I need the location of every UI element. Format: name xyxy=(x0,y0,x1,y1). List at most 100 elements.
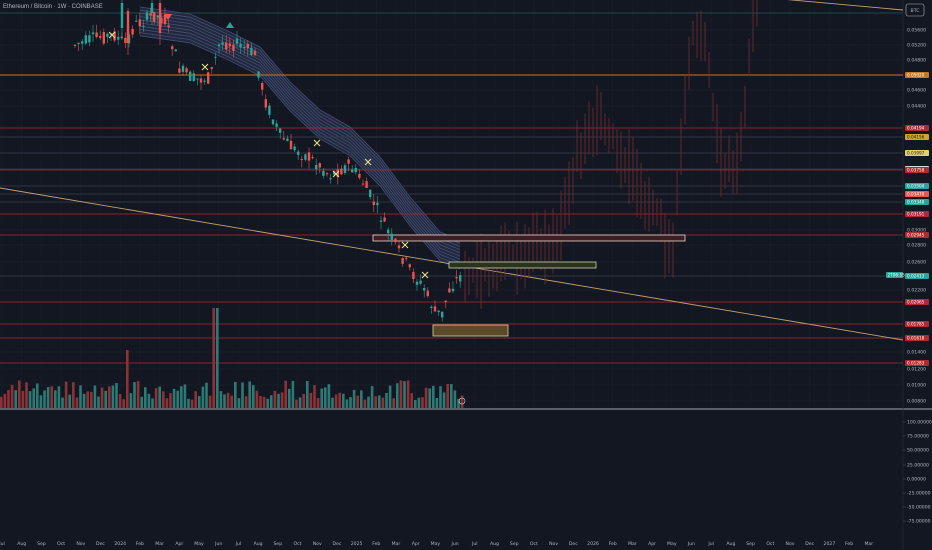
candle-body xyxy=(196,78,199,80)
volume-bar xyxy=(392,398,395,408)
volume-bar xyxy=(421,397,424,408)
price-tick-label: 0.01000 xyxy=(907,383,926,389)
ribbon-line xyxy=(139,16,461,250)
time-tick-label: Feb xyxy=(372,541,380,547)
candle-body xyxy=(225,42,228,50)
signal-cross xyxy=(364,158,372,166)
ribbon-line xyxy=(139,22,461,257)
level-badge-label: 0.03191 xyxy=(907,212,925,217)
candle-body xyxy=(268,105,271,115)
candle-body xyxy=(250,47,253,55)
level-badge xyxy=(905,191,929,197)
candle-body xyxy=(221,42,224,45)
volume-bar xyxy=(79,385,82,408)
ribbon-line xyxy=(139,25,461,260)
volume-bar xyxy=(277,393,280,408)
level-badge xyxy=(905,134,929,140)
candle-body xyxy=(318,163,321,168)
volume-bar xyxy=(230,395,233,408)
volume-bar xyxy=(417,397,421,408)
level-badge-label: 0.03348 xyxy=(907,200,925,205)
volume-bar xyxy=(295,399,298,408)
candle-body xyxy=(95,32,98,37)
candle-body xyxy=(261,82,264,90)
time-tick-label: Dec xyxy=(805,541,814,547)
volume-bar xyxy=(169,393,172,408)
level-badge-label: 0.02413 xyxy=(907,274,925,279)
time-tick-label: Aug xyxy=(490,541,499,547)
volume-bar xyxy=(385,392,388,408)
time-tick-label: May xyxy=(431,541,441,547)
volume-bar xyxy=(18,380,21,408)
candle-body xyxy=(203,80,206,82)
level-badge-label: 0.02065 xyxy=(907,300,925,305)
candle-body xyxy=(257,71,260,78)
price-tick-label: 0.02200 xyxy=(907,288,926,294)
candle-body xyxy=(455,277,458,279)
volume-bar xyxy=(457,398,460,408)
price-axis[interactable]: 0.05600 0.05200 0.04800 0.04600 0.04400 0.030… xyxy=(886,3,929,405)
oscillator-pane: 100.00000 75.00000 50.00000 25.00000 0.00000… xyxy=(903,420,932,525)
volume-bar xyxy=(316,398,320,408)
volume-bar xyxy=(453,390,457,408)
volume-bar xyxy=(349,397,352,408)
volume-bar xyxy=(140,396,143,408)
volume-bar xyxy=(273,390,277,408)
ribbon-line xyxy=(139,9,461,244)
candle-body xyxy=(300,159,303,161)
price-tick-label: 0.02600 xyxy=(907,260,926,266)
time-axis[interactable]: Jul Aug Sep Oct Nov Dec 2024 Feb Mar Apr May Jun Jul… xyxy=(0,541,873,547)
time-tick-label: Jul xyxy=(471,541,478,547)
signal-cross xyxy=(401,241,409,249)
time-tick-label: 2027 xyxy=(824,541,836,547)
candle-body xyxy=(199,78,203,83)
candle-body xyxy=(113,31,116,41)
time-tick-label: Apr xyxy=(412,541,420,547)
volume-bar xyxy=(93,385,97,408)
zone-boxes[interactable] xyxy=(372,234,686,337)
supply-zone xyxy=(448,261,597,269)
ribbon-line xyxy=(139,32,461,266)
candle-body xyxy=(415,281,419,285)
volume-bar xyxy=(111,385,115,408)
level-badge-label: 0.03758 xyxy=(907,168,925,173)
candle-body xyxy=(419,280,422,284)
volume-bar xyxy=(403,381,406,408)
candle-body xyxy=(246,43,249,49)
time-tick-label: Dec xyxy=(332,541,341,547)
price-tick-label: 0.00800 xyxy=(907,399,926,405)
price-tick-label: 0.04600 xyxy=(907,88,926,94)
candle-body xyxy=(160,17,163,24)
volume-bar xyxy=(302,394,305,408)
ribbon-fill xyxy=(140,7,460,269)
time-badge xyxy=(886,272,903,278)
candle-body xyxy=(361,183,365,185)
candle-body xyxy=(81,41,84,44)
level-badge xyxy=(905,72,929,78)
level-badge xyxy=(905,150,929,156)
candle-body xyxy=(158,3,162,33)
level-badge-label: 0.04156 xyxy=(907,135,925,140)
level-badge xyxy=(905,232,929,238)
candle-body xyxy=(325,173,329,175)
candle-body xyxy=(405,257,408,259)
candle-body xyxy=(343,165,347,173)
volume-bar xyxy=(327,384,331,408)
price-tick-label: 0.05200 xyxy=(907,43,926,49)
candle-body xyxy=(207,72,210,84)
level-badge xyxy=(905,199,929,205)
candle-body xyxy=(307,152,311,161)
demand-zone xyxy=(432,324,509,337)
candle-body xyxy=(217,44,221,46)
ribbon-line xyxy=(139,6,461,241)
ribbon-line xyxy=(139,13,461,247)
candle-body xyxy=(271,119,275,125)
candle-body xyxy=(171,46,174,50)
volume-bar xyxy=(432,385,435,408)
volume-bar xyxy=(10,384,14,408)
candle-body xyxy=(282,138,285,140)
osc-tick-label: -25.00000 xyxy=(907,491,931,497)
